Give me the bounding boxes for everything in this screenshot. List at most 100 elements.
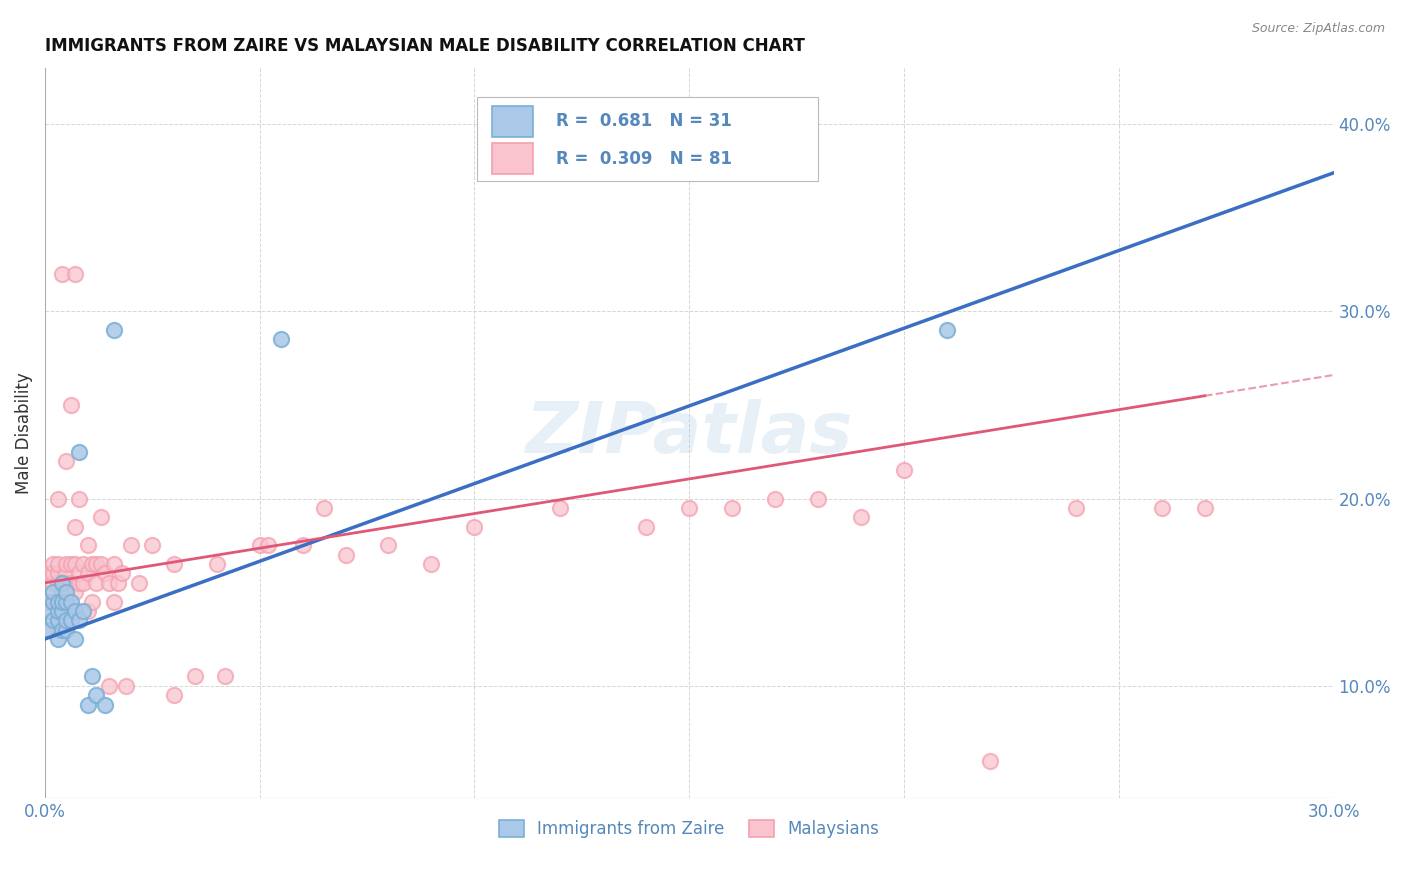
- Point: [80, 557, 103, 571]
- Point: [1150, 500, 1173, 515]
- Point: [184, 669, 207, 683]
- Point: [86, 557, 108, 571]
- Text: R =  0.681   N = 31: R = 0.681 N = 31: [557, 112, 733, 130]
- Point: [63, 557, 86, 571]
- Point: [636, 519, 658, 533]
- Point: [120, 538, 142, 552]
- Point: [550, 500, 572, 515]
- Point: [55, 585, 77, 599]
- Point: [42, 557, 65, 571]
- Point: [72, 604, 94, 618]
- Point: [55, 454, 77, 468]
- Point: [51, 604, 73, 618]
- Point: [55, 613, 77, 627]
- Point: [63, 519, 86, 533]
- Point: [141, 538, 163, 552]
- Point: [214, 669, 236, 683]
- Point: [257, 538, 280, 552]
- Point: [893, 463, 915, 477]
- Point: [90, 510, 112, 524]
- Point: [67, 444, 90, 458]
- Point: [55, 594, 77, 608]
- Point: [59, 604, 82, 618]
- Point: [63, 604, 86, 618]
- Point: [128, 575, 150, 590]
- Point: [59, 575, 82, 590]
- Point: [63, 632, 86, 646]
- Point: [103, 323, 125, 337]
- Point: [849, 510, 872, 524]
- Text: Source: ZipAtlas.com: Source: ZipAtlas.com: [1251, 22, 1385, 36]
- Text: IMMIGRANTS FROM ZAIRE VS MALAYSIAN MALE DISABILITY CORRELATION CHART: IMMIGRANTS FROM ZAIRE VS MALAYSIAN MALE …: [45, 37, 804, 55]
- Y-axis label: Male Disability: Male Disability: [15, 372, 32, 494]
- Point: [72, 575, 94, 590]
- Point: [46, 623, 69, 637]
- Point: [51, 575, 73, 590]
- Point: [67, 491, 90, 506]
- Point: [94, 698, 117, 712]
- FancyBboxPatch shape: [477, 97, 818, 181]
- Point: [291, 538, 314, 552]
- Point: [46, 594, 69, 608]
- Point: [59, 594, 82, 608]
- Point: [163, 688, 186, 702]
- Point: [38, 623, 60, 637]
- Point: [42, 613, 65, 627]
- Point: [46, 594, 69, 608]
- Point: [90, 557, 112, 571]
- Point: [249, 538, 271, 552]
- Point: [763, 491, 786, 506]
- Point: [335, 548, 357, 562]
- Point: [94, 566, 117, 581]
- Point: [111, 566, 134, 581]
- Point: [59, 557, 82, 571]
- Point: [51, 623, 73, 637]
- Legend: Immigrants from Zaire, Malaysians: Immigrants from Zaire, Malaysians: [492, 814, 886, 845]
- Point: [55, 566, 77, 581]
- Point: [163, 557, 186, 571]
- Point: [38, 566, 60, 581]
- Point: [51, 594, 73, 608]
- Point: [42, 594, 65, 608]
- Point: [46, 613, 69, 627]
- Point: [86, 575, 108, 590]
- Point: [76, 566, 98, 581]
- Point: [936, 323, 959, 337]
- Point: [979, 754, 1001, 768]
- Point: [205, 557, 228, 571]
- Point: [42, 566, 65, 581]
- FancyBboxPatch shape: [492, 144, 533, 174]
- Point: [51, 575, 73, 590]
- Point: [98, 575, 121, 590]
- Point: [46, 566, 69, 581]
- Point: [98, 679, 121, 693]
- Point: [76, 538, 98, 552]
- Point: [67, 613, 90, 627]
- Point: [420, 557, 443, 571]
- Point: [312, 500, 335, 515]
- Point: [42, 594, 65, 608]
- Point: [55, 557, 77, 571]
- Point: [1064, 500, 1087, 515]
- Point: [107, 575, 129, 590]
- Point: [46, 604, 69, 618]
- Point: [103, 594, 125, 608]
- Point: [463, 519, 485, 533]
- Point: [86, 688, 108, 702]
- Point: [46, 632, 69, 646]
- Point: [377, 538, 399, 552]
- Point: [51, 585, 73, 599]
- Point: [46, 557, 69, 571]
- Point: [67, 566, 90, 581]
- Point: [46, 491, 69, 506]
- Point: [63, 585, 86, 599]
- Point: [51, 604, 73, 618]
- Point: [103, 557, 125, 571]
- Point: [46, 575, 69, 590]
- Point: [721, 500, 744, 515]
- Point: [1194, 500, 1216, 515]
- Point: [76, 604, 98, 618]
- Point: [42, 575, 65, 590]
- Point: [80, 669, 103, 683]
- Point: [55, 594, 77, 608]
